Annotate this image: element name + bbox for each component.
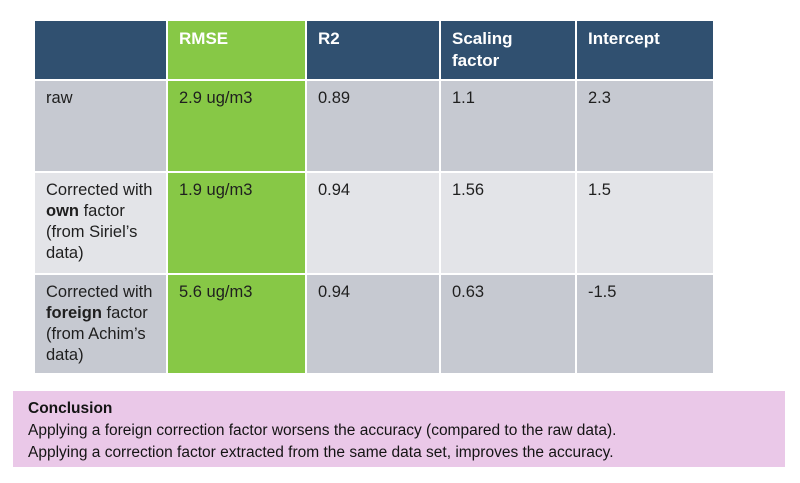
row-label-text: raw bbox=[46, 88, 73, 107]
cell-rmse: 2.9 ug/m3 bbox=[168, 80, 305, 171]
row-label-text: factor (from Achim’s data) bbox=[46, 303, 148, 364]
cell-rmse: 5.6 ug/m3 bbox=[168, 274, 305, 373]
cell-intercept: -1.5 bbox=[577, 274, 713, 373]
cell-rmse: 1.9 ug/m3 bbox=[168, 172, 305, 273]
conclusion-line-2: Applying a correction factor extracted f… bbox=[28, 444, 614, 461]
header-cell-scaling-factor: Scaling factor bbox=[441, 21, 575, 79]
cell-r2: 0.94 bbox=[307, 172, 439, 273]
cell-scaling-factor: 1.56 bbox=[441, 172, 575, 273]
header-row: RMSE R2 Scaling factor Intercept bbox=[35, 21, 713, 79]
cell-r2: 0.94 bbox=[307, 274, 439, 373]
cell-r2: 0.89 bbox=[307, 80, 439, 171]
table-row-corrected-foreign: Corrected with foreign factor (from Achi… bbox=[35, 274, 713, 373]
row-label-text: Corrected with bbox=[46, 180, 153, 199]
header-cell-blank bbox=[35, 21, 166, 79]
table-row-corrected-own: Corrected with own factor (from Siriel’s… bbox=[35, 172, 713, 273]
header-cell-r2: R2 bbox=[307, 21, 439, 79]
conclusion-title: Conclusion bbox=[28, 400, 113, 417]
table-row-raw: raw 2.9 ug/m3 0.89 1.1 2.3 bbox=[35, 80, 713, 171]
cell-scaling-factor: 1.1 bbox=[441, 80, 575, 171]
row-label: raw bbox=[35, 80, 166, 171]
row-label-bold: foreign bbox=[46, 303, 102, 322]
row-label-text: Corrected with bbox=[46, 282, 153, 301]
header-cell-rmse: RMSE bbox=[168, 21, 305, 79]
header-cell-intercept: Intercept bbox=[577, 21, 713, 79]
row-label: Corrected with foreign factor (from Achi… bbox=[35, 274, 166, 373]
row-label-text: factor (from Siriel’s data) bbox=[46, 201, 138, 262]
row-label: Corrected with own factor (from Siriel’s… bbox=[35, 172, 166, 273]
row-label-bold: own bbox=[46, 201, 79, 220]
cell-intercept: 2.3 bbox=[577, 80, 713, 171]
cell-scaling-factor: 0.63 bbox=[441, 274, 575, 373]
results-table: RMSE R2 Scaling factor Intercept raw 2.9… bbox=[33, 19, 715, 375]
cell-intercept: 1.5 bbox=[577, 172, 713, 273]
conclusion-box: Conclusion Applying a foreign correction… bbox=[13, 391, 785, 467]
conclusion-line-1: Applying a foreign correction factor wor… bbox=[28, 422, 617, 439]
